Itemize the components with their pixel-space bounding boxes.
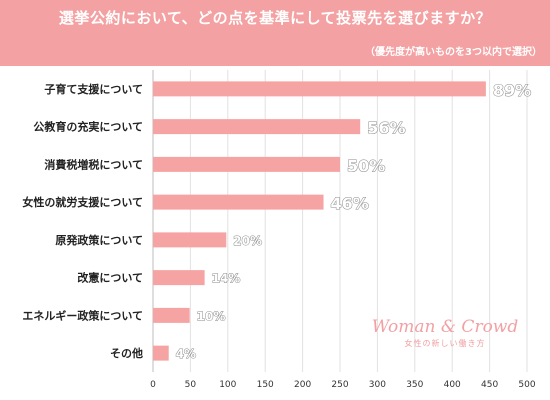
x-tick-label: 400 — [444, 380, 461, 390]
x-tick-label: 300 — [369, 380, 386, 390]
value-label: 56% — [367, 119, 405, 138]
category-label: 改憲について — [77, 271, 143, 285]
bar — [153, 156, 340, 172]
category-label: 消費税増税について — [44, 157, 143, 171]
bar-chart: 子育て支援について 89% 公教育の充実について 56% 消費税増税について 50% 女性の… — [22, 70, 536, 390]
category-label: エネルギー政策について — [22, 308, 143, 322]
value-label: 50% — [347, 156, 385, 175]
x-tick-label: 200 — [294, 380, 311, 390]
category-label: 女性の就労支援について — [22, 195, 143, 209]
x-tick-label: 350 — [406, 380, 423, 390]
x-tick-label: 150 — [257, 380, 274, 390]
category-label: その他 — [110, 346, 143, 360]
logo-main-text: Woman & Crowd — [372, 317, 519, 337]
value-label: 14% — [212, 272, 241, 286]
bar — [153, 232, 227, 248]
x-tick-label: 0 — [150, 380, 156, 390]
woman-and-crowd-logo: Woman & Crowd 女性の新しい働き方 — [372, 317, 519, 348]
value-label: 89% — [493, 81, 531, 100]
bar — [153, 119, 361, 135]
chart-subtitle: （優先度が高いものを3つ以内で選択） — [365, 47, 542, 58]
x-tick-label: 100 — [219, 380, 236, 390]
x-tick-label: 50 — [185, 380, 197, 390]
x-tick-label: 250 — [331, 380, 348, 390]
chart-header: 選挙公約において、どの点を基準にして投票先を選びますか？ （優先度が高いものを3… — [0, 0, 550, 66]
bar — [153, 270, 205, 286]
x-tick-label: 500 — [518, 380, 535, 390]
value-label: 4% — [176, 347, 196, 361]
bar — [153, 81, 486, 97]
bar — [153, 307, 190, 323]
bar — [153, 194, 324, 210]
chart-title: 選挙公約において、どの点を基準にして投票先を選びますか？ — [58, 9, 492, 27]
category-label: 原発政策について — [55, 233, 143, 247]
value-label: 20% — [233, 234, 262, 248]
value-label: 46% — [331, 194, 369, 213]
value-label: 10% — [197, 309, 226, 323]
category-label: 子育て支援について — [44, 82, 143, 96]
bar — [153, 345, 169, 361]
category-label: 公教育の充実について — [33, 120, 143, 134]
x-tick-label: 450 — [481, 380, 498, 390]
logo-sub-text: 女性の新しい働き方 — [405, 338, 486, 348]
